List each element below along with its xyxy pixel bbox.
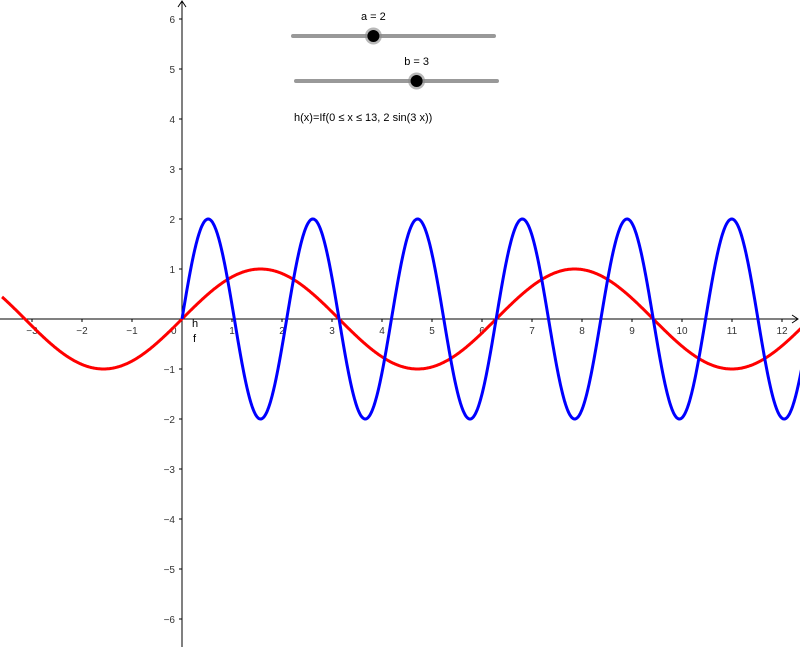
x-tick-label: 12 bbox=[776, 326, 788, 337]
x-axis-arrow-icon bbox=[791, 314, 799, 324]
y-tick-label: −1 bbox=[164, 365, 176, 376]
x-tick-label: 10 bbox=[676, 326, 688, 337]
slider-b[interactable]: b = 3 bbox=[294, 56, 499, 90]
y-tick-label: 4 bbox=[169, 115, 175, 126]
x-tick-label: 5 bbox=[429, 326, 435, 337]
x-tick-label: 4 bbox=[379, 326, 385, 337]
y-tick-label: 5 bbox=[169, 65, 175, 76]
x-tick-label: −3 bbox=[26, 326, 38, 337]
y-axis-arrow-icon bbox=[177, 0, 187, 8]
label-h: h bbox=[192, 318, 198, 330]
slider-label: a = 2 bbox=[361, 11, 386, 23]
x-tick-label: −2 bbox=[76, 326, 88, 337]
x-tick-label: 3 bbox=[329, 326, 335, 337]
x-tick-label: 2 bbox=[279, 326, 285, 337]
x-tick-label: 11 bbox=[727, 326, 738, 337]
slider-knob[interactable] bbox=[367, 30, 380, 42]
x-tick-label: 7 bbox=[529, 326, 535, 337]
function-curves: hf bbox=[1, 217, 800, 421]
slider-a[interactable]: a = 2 bbox=[291, 11, 496, 45]
definition-text: h(x)=If(0 ≤ x ≤ 13, 2 sin(3 x)) bbox=[294, 112, 432, 124]
y-tick-label: 3 bbox=[169, 165, 175, 176]
y-tick-label: 1 bbox=[169, 265, 175, 276]
curve-f[interactable] bbox=[1, 267, 800, 371]
slider-knob[interactable] bbox=[410, 75, 423, 87]
y-tick-label: 6 bbox=[169, 15, 175, 26]
y-tick-label: 2 bbox=[169, 215, 175, 226]
y-tick-label: −3 bbox=[164, 465, 176, 476]
x-tick-label: 8 bbox=[579, 326, 585, 337]
y-tick-label: −6 bbox=[164, 615, 176, 626]
sliders[interactable]: a = 2 b = 3 bbox=[291, 11, 499, 90]
origin-label: 0 bbox=[171, 326, 177, 337]
label-f: f bbox=[193, 333, 197, 345]
slider-label: b = 3 bbox=[404, 56, 429, 68]
curve-h[interactable] bbox=[180, 217, 800, 421]
y-tick-label: −5 bbox=[164, 565, 176, 576]
x-tick-label: 1 bbox=[229, 326, 235, 337]
x-tick-label: −1 bbox=[126, 326, 138, 337]
x-tick-label: 9 bbox=[629, 326, 635, 337]
y-tick-label: −4 bbox=[164, 515, 176, 526]
y-tick-label: −2 bbox=[164, 415, 176, 426]
